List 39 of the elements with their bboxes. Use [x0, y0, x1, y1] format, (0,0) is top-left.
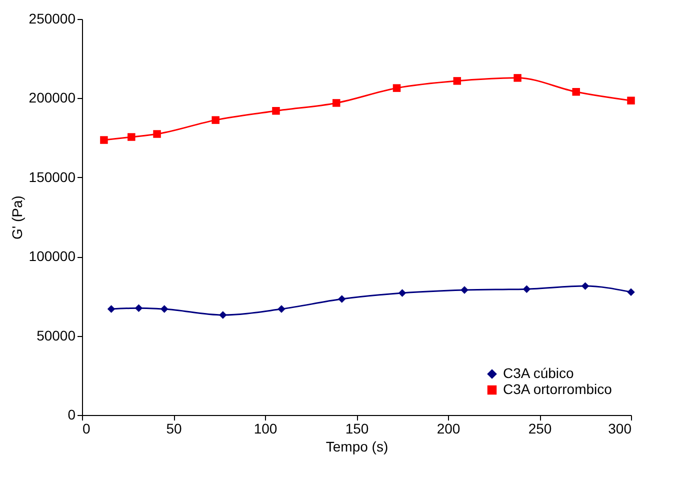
x-tick-label: 150 [345, 420, 369, 436]
y-tick-label: 50000 [36, 327, 76, 344]
x-tick-label: 100 [254, 420, 278, 436]
y-tick-label: 200000 [28, 90, 76, 106]
point [278, 305, 286, 313]
point [522, 285, 531, 293]
point [134, 304, 143, 312]
x-tick-label: 50 [166, 420, 182, 436]
y-tick-label: 100000 [28, 248, 76, 264]
point [128, 133, 136, 141]
x-tick-label: 300 [608, 420, 632, 436]
point [219, 311, 227, 319]
point [338, 295, 346, 303]
point [627, 96, 635, 104]
point [572, 88, 580, 96]
point [212, 116, 220, 124]
point [514, 74, 522, 82]
point [100, 136, 108, 144]
x-axis-title: Tempo (s) [326, 438, 388, 454]
y-tick-label: 250000 [28, 10, 76, 26]
x-tick-label: 0 [82, 420, 90, 436]
point [627, 288, 635, 296]
point [160, 305, 168, 313]
y-tick-label: 150000 [28, 168, 76, 185]
point [392, 84, 401, 92]
legend-label: C3A cúbico [503, 365, 574, 381]
point [460, 286, 468, 294]
point [107, 305, 116, 313]
point [153, 130, 161, 138]
point [453, 77, 462, 85]
legend-label: C3A ortorrombico [503, 381, 612, 397]
point [398, 289, 406, 297]
y-tick-label: 0 [68, 406, 76, 422]
point [581, 282, 590, 290]
x-tick-label: 200 [436, 420, 460, 436]
point [272, 107, 280, 115]
point [332, 99, 340, 107]
x-tick-label: 250 [528, 420, 552, 436]
y-axis-title: G' (Pa) [8, 196, 25, 240]
